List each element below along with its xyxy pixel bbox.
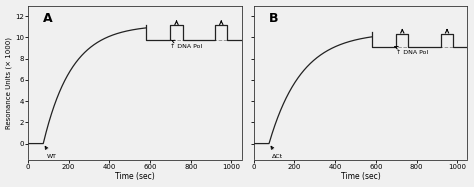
X-axis label: Time (sec): Time (sec) xyxy=(115,172,155,181)
Text: A: A xyxy=(43,12,53,25)
Text: WT: WT xyxy=(45,146,56,159)
Text: B: B xyxy=(269,12,278,25)
Y-axis label: Resonance Units (× 1000): Resonance Units (× 1000) xyxy=(6,36,12,128)
X-axis label: Time (sec): Time (sec) xyxy=(341,172,381,181)
Text: ↑ DNA Pol: ↑ DNA Pol xyxy=(395,46,428,56)
Text: ↑ DNA Pol: ↑ DNA Pol xyxy=(171,40,202,49)
Text: ΔCt: ΔCt xyxy=(271,146,283,159)
